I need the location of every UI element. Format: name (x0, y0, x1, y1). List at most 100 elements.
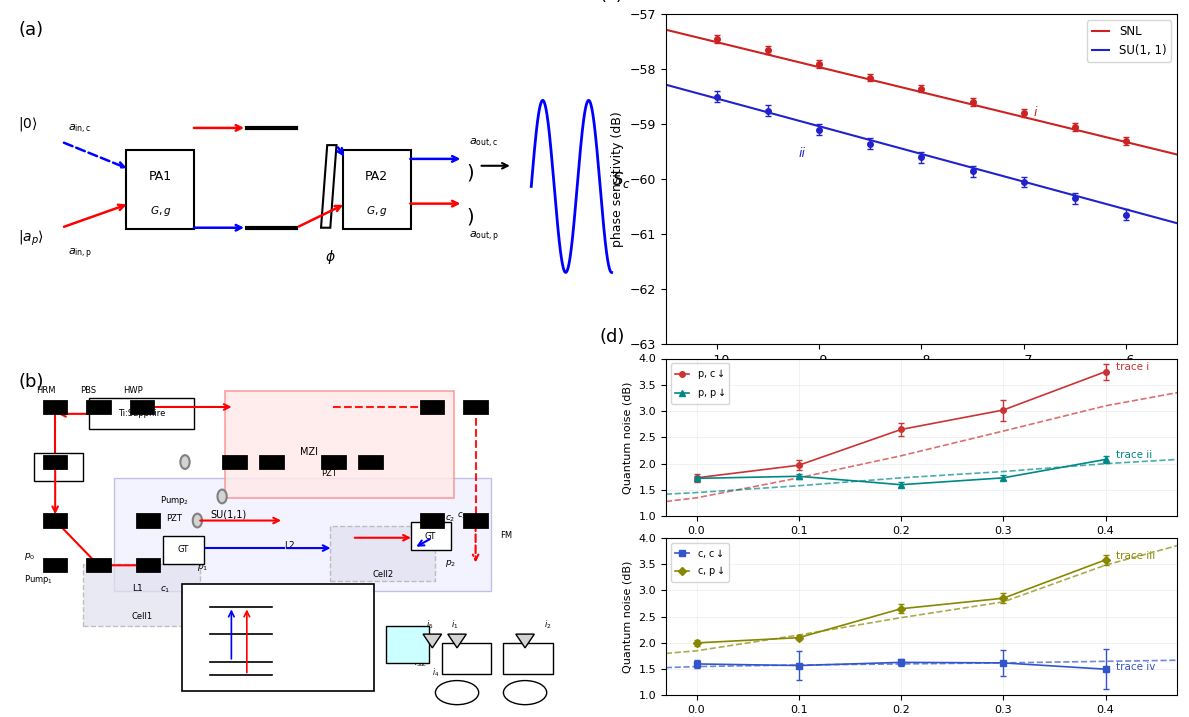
Text: MZI: MZI (300, 447, 317, 457)
Text: (d): (d) (599, 328, 624, 346)
FancyBboxPatch shape (421, 401, 443, 413)
Text: rf: rf (464, 664, 468, 670)
Text: probe: probe (256, 654, 262, 670)
Text: $i_4$: $i_4$ (433, 666, 440, 679)
Text: PZT: PZT (321, 469, 336, 478)
Text: PBS: PBS (80, 386, 96, 395)
Text: $i_1$: $i_1$ (451, 618, 458, 631)
Text: $5S_{1/2}F=2$: $5S_{1/2}F=2$ (209, 629, 245, 640)
Polygon shape (516, 634, 534, 648)
Text: Rb-85: Rb-85 (203, 597, 231, 605)
FancyBboxPatch shape (114, 478, 491, 591)
Text: trace iii: trace iii (1115, 551, 1155, 561)
FancyBboxPatch shape (322, 456, 345, 468)
Ellipse shape (435, 680, 479, 705)
Legend: c, c$\downarrow$, c, p$\downarrow$: c, c$\downarrow$, c, p$\downarrow$ (671, 543, 729, 582)
Text: ii: ii (799, 147, 806, 161)
FancyBboxPatch shape (44, 559, 67, 571)
Text: AMF: AMF (451, 690, 464, 695)
Text: $a_{\rm in,c}$: $a_{\rm in,c}$ (68, 123, 92, 136)
Text: trace iv: trace iv (1115, 663, 1156, 673)
Text: PZT: PZT (166, 513, 182, 523)
Text: $G, g$: $G, g$ (366, 204, 388, 217)
Text: ): ) (466, 208, 474, 227)
Polygon shape (448, 634, 466, 648)
Text: $a_{\rm out,c}$: $a_{\rm out,c}$ (470, 137, 498, 150)
FancyBboxPatch shape (44, 456, 67, 468)
FancyBboxPatch shape (225, 391, 454, 498)
Text: $G, g$: $G, g$ (150, 204, 171, 217)
Text: BT: BT (523, 654, 534, 663)
Text: $|a_p\rangle$: $|a_p\rangle$ (18, 229, 44, 248)
Text: Ti:Sapphire: Ti:Sapphire (118, 409, 165, 418)
Text: AOM: AOM (49, 462, 68, 472)
FancyBboxPatch shape (410, 522, 451, 550)
Text: i: i (1034, 106, 1038, 119)
Text: $5S_{1/2}^{F=3}$: $5S_{1/2}^{F=3}$ (209, 672, 233, 685)
Text: ): ) (466, 163, 474, 182)
Text: trace i: trace i (1115, 362, 1149, 372)
Text: trace ii: trace ii (1115, 450, 1152, 460)
FancyBboxPatch shape (331, 526, 435, 581)
FancyBboxPatch shape (182, 584, 373, 691)
X-axis label: $10\log_{10} I_{\rm av}$: $10\log_{10} I_{\rm av}$ (886, 372, 957, 391)
FancyBboxPatch shape (465, 514, 486, 527)
Text: FM: FM (501, 531, 512, 540)
FancyBboxPatch shape (260, 456, 283, 468)
Text: (c): (c) (599, 0, 623, 4)
Text: $a_{\rm in,p}$: $a_{\rm in,p}$ (68, 247, 92, 261)
Text: $p_1$: $p_1$ (197, 561, 208, 573)
Text: $p_0$: $p_0$ (24, 551, 36, 562)
FancyBboxPatch shape (83, 564, 201, 625)
Ellipse shape (503, 680, 547, 705)
Legend: p, c$\downarrow$, p, p$\downarrow$: p, c$\downarrow$, p, p$\downarrow$ (671, 364, 730, 404)
Text: (b): (b) (18, 373, 44, 391)
Text: $i_2$: $i_2$ (543, 618, 551, 631)
Text: PA1: PA1 (149, 170, 172, 183)
FancyBboxPatch shape (87, 559, 109, 571)
Text: $|0\rangle$: $|0\rangle$ (18, 115, 38, 133)
Legend: SNL, SU(1, 1): SNL, SU(1, 1) (1087, 20, 1171, 62)
Text: SU(1,1): SU(1,1) (210, 509, 246, 519)
Ellipse shape (218, 490, 227, 503)
Ellipse shape (193, 513, 202, 528)
FancyBboxPatch shape (44, 401, 67, 413)
Ellipse shape (181, 455, 190, 469)
Text: $c_3$: $c_3$ (457, 510, 467, 521)
Text: Pump$_1$: Pump$_1$ (24, 574, 54, 587)
FancyBboxPatch shape (421, 514, 443, 527)
Text: Pump$_2$: Pump$_2$ (161, 494, 189, 508)
FancyBboxPatch shape (137, 559, 159, 571)
Text: $a_{\rm out,p}$: $a_{\rm out,p}$ (470, 229, 499, 244)
Text: conjugate: conjugate (222, 620, 227, 647)
Text: L1: L1 (132, 584, 143, 593)
Text: $\phi$: $\phi$ (325, 248, 335, 267)
FancyBboxPatch shape (342, 151, 410, 229)
FancyBboxPatch shape (89, 399, 194, 429)
Text: -PS: -PS (520, 690, 530, 695)
FancyBboxPatch shape (44, 514, 67, 527)
Y-axis label: Quantum noise (dB): Quantum noise (dB) (623, 561, 633, 673)
FancyBboxPatch shape (386, 625, 429, 663)
Text: PA2: PA2 (365, 170, 389, 183)
X-axis label: Losses: Losses (900, 541, 943, 554)
FancyBboxPatch shape (33, 453, 83, 481)
FancyBboxPatch shape (224, 456, 246, 468)
Polygon shape (423, 634, 441, 648)
Text: $S_c$: $S_c$ (611, 169, 630, 189)
Text: $c_1$: $c_1$ (161, 584, 171, 594)
Y-axis label: phase sensitivity (dB): phase sensitivity (dB) (611, 111, 624, 247)
Text: OS: OS (402, 640, 414, 649)
FancyBboxPatch shape (137, 514, 159, 527)
Text: $5P_{1/2}$: $5P_{1/2}$ (275, 599, 294, 612)
Polygon shape (321, 145, 336, 228)
FancyBboxPatch shape (359, 456, 382, 468)
Text: pump: pump (252, 633, 257, 649)
FancyBboxPatch shape (503, 642, 553, 674)
Text: GT: GT (424, 531, 436, 541)
Y-axis label: Quantum noise (dB): Quantum noise (dB) (623, 381, 633, 493)
FancyBboxPatch shape (441, 642, 491, 674)
FancyBboxPatch shape (465, 401, 486, 413)
FancyBboxPatch shape (126, 151, 194, 229)
Text: L2: L2 (284, 541, 295, 550)
